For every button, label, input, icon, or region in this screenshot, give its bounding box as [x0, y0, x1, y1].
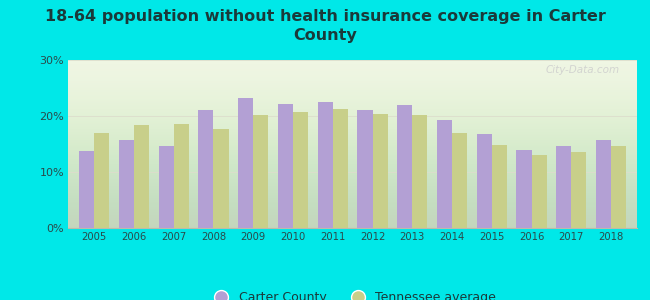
Legend: Carter County, Tennessee average: Carter County, Tennessee average	[204, 286, 501, 300]
Bar	[492, 145, 507, 228]
Bar	[556, 146, 571, 228]
Bar	[293, 112, 308, 228]
Bar	[517, 150, 532, 228]
Bar	[254, 115, 268, 228]
Bar	[278, 104, 293, 228]
Bar	[174, 124, 188, 228]
Bar	[571, 152, 586, 228]
Bar	[238, 98, 254, 228]
Bar	[198, 110, 213, 228]
Bar	[372, 114, 387, 228]
Bar	[452, 133, 467, 228]
Bar	[412, 116, 428, 228]
Bar	[318, 102, 333, 228]
Bar	[134, 125, 149, 228]
Bar	[437, 121, 452, 228]
Bar	[79, 151, 94, 228]
Bar	[532, 154, 547, 228]
Bar	[213, 129, 229, 228]
Bar	[333, 109, 348, 228]
Text: 18-64 population without health insurance coverage in Carter
County: 18-64 population without health insuranc…	[45, 9, 605, 43]
Bar	[596, 140, 611, 228]
Bar	[94, 133, 109, 228]
Bar	[159, 146, 174, 228]
Bar	[358, 110, 372, 228]
Text: City-Data.com: City-Data.com	[546, 65, 620, 75]
Bar	[476, 134, 492, 228]
Bar	[397, 105, 412, 228]
Bar	[119, 140, 134, 228]
Bar	[611, 146, 626, 228]
